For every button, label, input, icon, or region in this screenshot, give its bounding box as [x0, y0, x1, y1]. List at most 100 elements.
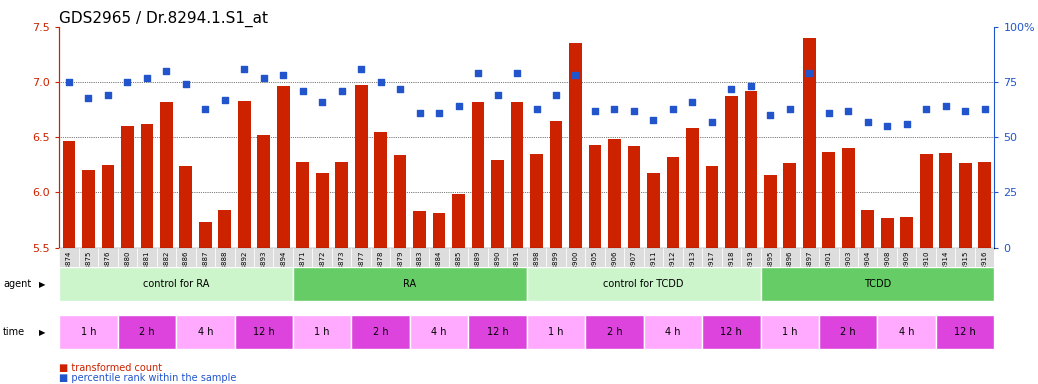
Point [859, 119, 876, 125]
Bar [721, 248, 741, 296]
Text: GSM228872: GSM228872 [320, 250, 325, 293]
Bar [900, 217, 913, 248]
Text: 4 h: 4 h [197, 327, 213, 337]
Bar [683, 248, 702, 296]
Bar [238, 101, 250, 248]
Bar [59, 267, 293, 301]
Point [937, 103, 954, 109]
Bar [550, 121, 563, 248]
Text: 4 h: 4 h [665, 327, 681, 337]
Text: GSM228916: GSM228916 [982, 250, 988, 293]
Bar [390, 248, 410, 296]
Text: 1 h: 1 h [315, 327, 330, 337]
Bar [140, 124, 154, 248]
Text: GSM228878: GSM228878 [378, 250, 384, 293]
Bar [355, 85, 367, 248]
Point [431, 110, 447, 116]
Bar [666, 157, 679, 248]
Bar [955, 248, 975, 296]
Bar [316, 173, 329, 248]
Text: GSM228912: GSM228912 [670, 250, 676, 293]
Bar [761, 267, 994, 301]
Text: GSM228909: GSM228909 [904, 250, 909, 293]
Text: 4 h: 4 h [899, 327, 914, 337]
Text: TCDD: TCDD [864, 279, 892, 289]
Text: GSM228904: GSM228904 [865, 250, 871, 293]
Bar [393, 155, 407, 248]
Bar [979, 162, 991, 248]
Bar [352, 315, 410, 349]
Bar [663, 248, 683, 296]
Text: RA: RA [404, 279, 416, 289]
Text: GSM228871: GSM228871 [300, 250, 306, 293]
Point [567, 73, 583, 79]
Text: GSM228892: GSM228892 [241, 250, 247, 293]
Text: ▶: ▶ [39, 328, 46, 337]
Text: GSM228873: GSM228873 [338, 250, 345, 293]
Point [373, 79, 389, 85]
Bar [917, 248, 936, 296]
Bar [877, 248, 897, 296]
Text: GSM228875: GSM228875 [85, 250, 91, 293]
Point [80, 94, 97, 101]
Point [801, 70, 818, 76]
Text: GSM228887: GSM228887 [202, 250, 209, 293]
Point [899, 121, 916, 127]
Text: time: time [3, 327, 25, 337]
Text: GSM228914: GSM228914 [943, 250, 949, 293]
Point [217, 97, 234, 103]
Point [606, 106, 623, 112]
Bar [702, 315, 761, 349]
Point [489, 92, 506, 98]
Point [255, 74, 272, 81]
Point [879, 123, 896, 129]
Bar [430, 248, 448, 296]
Text: GSM228882: GSM228882 [163, 250, 169, 293]
Point [782, 106, 798, 112]
Bar [589, 145, 601, 248]
Text: GDS2965 / Dr.8294.1.S1_at: GDS2965 / Dr.8294.1.S1_at [59, 11, 268, 27]
Text: GSM228884: GSM228884 [436, 250, 442, 293]
Text: agent: agent [3, 279, 31, 289]
Text: GSM228888: GSM228888 [222, 250, 227, 293]
Bar [235, 248, 254, 296]
Bar [803, 38, 816, 248]
Bar [624, 248, 644, 296]
Point [977, 106, 993, 112]
Bar [277, 86, 290, 248]
Bar [273, 248, 293, 296]
Bar [605, 248, 624, 296]
Text: 12 h: 12 h [720, 327, 742, 337]
Bar [761, 315, 819, 349]
Text: GSM228881: GSM228881 [144, 250, 149, 293]
Bar [121, 126, 134, 248]
Text: GSM228890: GSM228890 [494, 250, 500, 293]
Bar [157, 248, 176, 296]
Text: GSM228897: GSM228897 [807, 250, 813, 293]
Text: ▶: ▶ [39, 280, 46, 289]
Text: GSM228883: GSM228883 [416, 250, 422, 293]
Bar [822, 152, 836, 248]
Point [391, 86, 408, 92]
Bar [117, 315, 176, 349]
Bar [608, 139, 621, 248]
Point [236, 66, 252, 72]
Point [275, 73, 292, 79]
Point [918, 106, 934, 112]
Bar [877, 315, 936, 349]
Point [626, 108, 643, 114]
Text: GSM228900: GSM228900 [573, 250, 578, 293]
Bar [352, 248, 371, 296]
Bar [508, 248, 526, 296]
Text: GSM228919: GSM228919 [747, 250, 754, 293]
Point [742, 83, 759, 89]
Point [723, 86, 740, 92]
Bar [628, 146, 640, 248]
Bar [448, 248, 468, 296]
Bar [199, 222, 212, 248]
Bar [585, 248, 605, 296]
Text: GSM228908: GSM228908 [884, 250, 891, 293]
Point [158, 68, 174, 74]
Bar [297, 162, 309, 248]
Text: 2 h: 2 h [373, 327, 388, 337]
